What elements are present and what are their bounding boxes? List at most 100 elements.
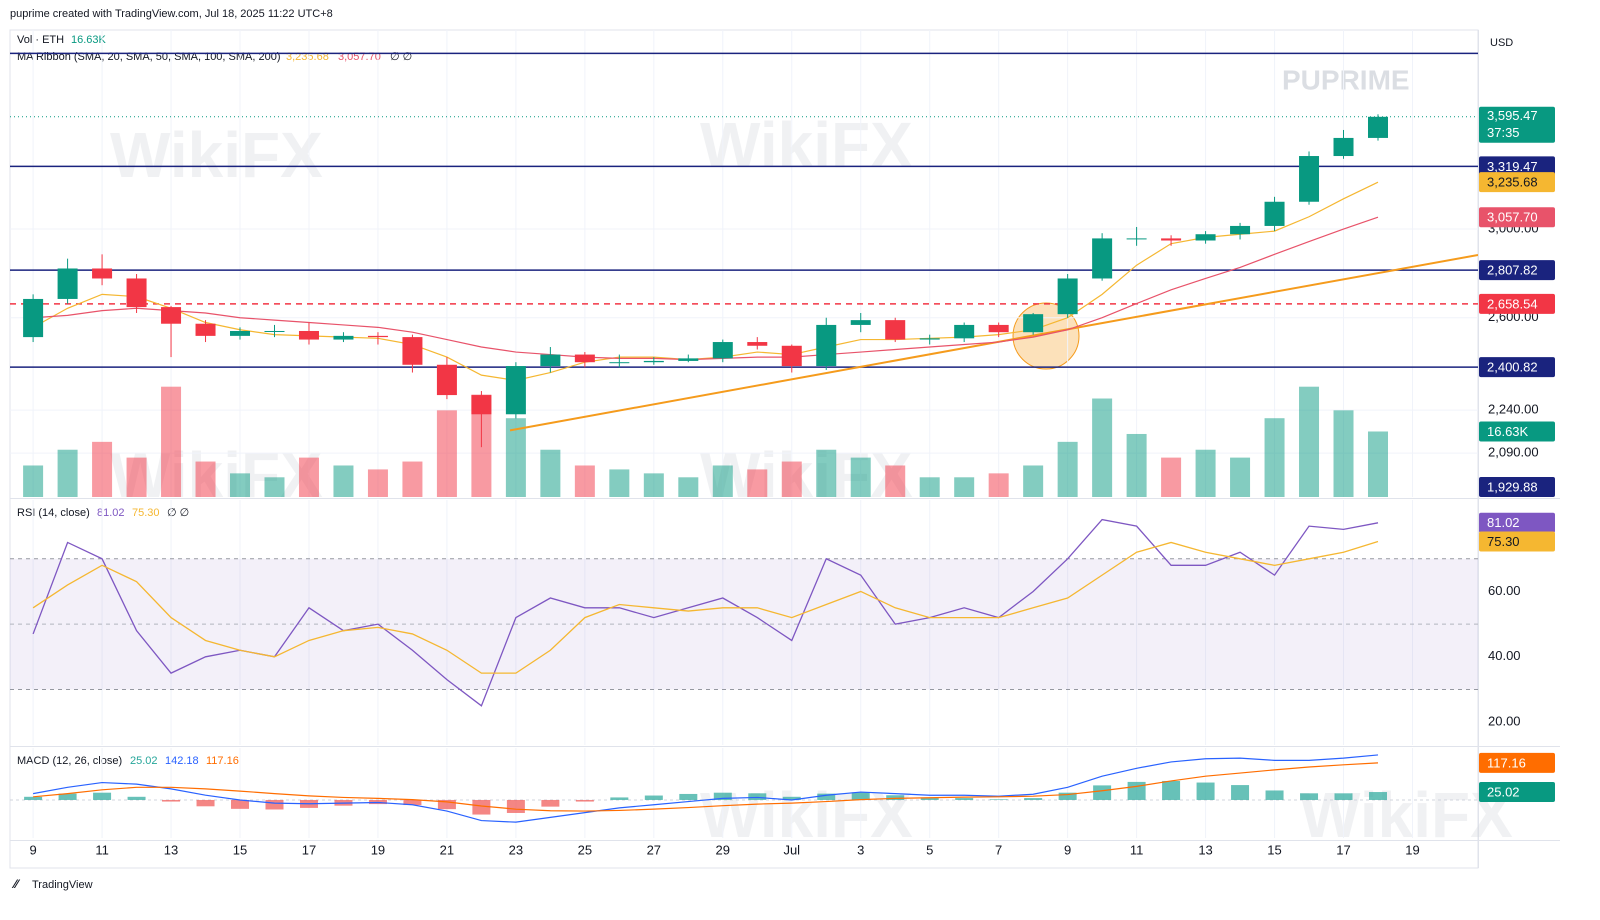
countdown: 37:35 (1487, 125, 1520, 140)
macd-histogram (196, 799, 215, 807)
candle-body (471, 395, 492, 415)
macd-histogram (506, 799, 525, 813)
volume-bar (609, 469, 630, 497)
price-badge (1479, 477, 1555, 497)
candle-body (264, 330, 285, 332)
volume-bar (643, 473, 664, 497)
candle-body (816, 324, 837, 367)
rsi-legend: 75.30 (132, 507, 160, 519)
x-tick-label: 5 (926, 842, 933, 857)
volume-bar (92, 441, 113, 497)
macd-histogram (713, 792, 732, 800)
price-badge-label: 2,658.54 (1487, 296, 1538, 311)
price-badge-label: 3,319.47 (1487, 159, 1538, 174)
macd-histogram (1162, 780, 1181, 800)
macd-histogram (24, 796, 43, 800)
header: puprime created with TradingView.com, Ju… (10, 8, 333, 20)
x-tick-label: 15 (233, 842, 247, 857)
volume-bar (402, 461, 423, 497)
candle-body (505, 366, 526, 415)
candle-body (954, 324, 975, 339)
volume-title: Vol · ETH (17, 34, 64, 46)
x-tick-label: 27 (647, 842, 661, 857)
macd-histogram (748, 793, 767, 800)
macd-histogram (1127, 781, 1146, 800)
macd-histogram (1196, 782, 1215, 800)
macd-histogram (1024, 798, 1043, 800)
x-tick-label: 11 (95, 842, 109, 857)
macd-histogram (1334, 793, 1353, 800)
price-badge (1479, 207, 1555, 228)
price-badge-label: 2,400.82 (1487, 360, 1538, 375)
macd-histogram (644, 795, 663, 800)
candle-body (1333, 137, 1354, 157)
x-tick-label: 17 (1336, 842, 1350, 857)
candle-body (678, 358, 699, 361)
x-tick-label: 3 (857, 842, 864, 857)
macd-histogram (886, 795, 905, 800)
volume-bar (333, 465, 354, 497)
candle-body (1230, 225, 1251, 235)
volume-bar (1367, 431, 1388, 497)
volume-bar (195, 461, 216, 497)
volume-bar (230, 473, 251, 497)
candle-body (298, 330, 319, 340)
candle-body (367, 335, 388, 338)
x-tick-label: 19 (371, 842, 385, 857)
currency: USD (1490, 37, 1513, 49)
price-badge-label: 3,057.70 (1487, 210, 1538, 225)
candle-body (402, 337, 423, 365)
candle-body (1126, 238, 1147, 240)
y-tick-label: 40.00 (1488, 648, 1521, 663)
x-tick-label: 21 (440, 842, 454, 857)
macd-histogram (93, 792, 112, 800)
y-tick-label: 2,090.00 (1488, 445, 1539, 460)
x-tick-label: 23 (509, 842, 523, 857)
watermark: WikiFX (700, 109, 913, 181)
price-badge (1479, 752, 1555, 773)
macd-histogram (989, 799, 1008, 800)
tv-logo: ⁄⁄ (11, 877, 21, 891)
candle-body (333, 335, 354, 340)
macd-legend: 142.18 (165, 755, 199, 767)
macd-histogram (265, 799, 284, 810)
x-tick-label: 13 (164, 842, 178, 857)
price-badge (1479, 172, 1555, 193)
volume-bar (954, 477, 975, 497)
candle-body (712, 342, 733, 359)
macd-line (32, 754, 1379, 823)
candle-body (57, 268, 78, 299)
volume-bar (367, 469, 388, 497)
macd-histogram (1231, 785, 1250, 800)
macd-histogram (58, 793, 77, 800)
y-tick-label: 2,240.00 (1488, 402, 1539, 417)
candle-body (23, 298, 44, 338)
volume-bar (574, 465, 595, 497)
candle-body (1299, 156, 1320, 202)
x-tick-label: 7 (995, 842, 1002, 857)
candle-body (1195, 234, 1216, 241)
watermark: PUPRIME (1282, 64, 1410, 95)
macd-histogram (782, 796, 801, 800)
macd-histogram (1265, 790, 1284, 800)
price-badge (1479, 421, 1555, 442)
x-tick-label: 13 (1198, 842, 1212, 857)
price-badge-label: 3,235.68 (1487, 175, 1538, 190)
volume-bar (1264, 418, 1285, 497)
price-badge-label: 16.63K (1487, 424, 1529, 439)
volume-bar (1161, 457, 1182, 497)
volume-bar (57, 449, 78, 497)
volume-bar (264, 477, 285, 497)
volume-legend: 16.63K (71, 34, 107, 46)
candle-body (1367, 116, 1388, 138)
price-badge-label: 117.16 (1487, 755, 1526, 770)
price-badge (1479, 512, 1555, 533)
macd-histogram (1093, 785, 1112, 800)
rsi-pane (10, 500, 1478, 745)
volume-bar (678, 477, 699, 497)
candle-body (436, 364, 457, 396)
candle-body (195, 323, 216, 336)
macd-legend: 117.16 (206, 755, 239, 767)
